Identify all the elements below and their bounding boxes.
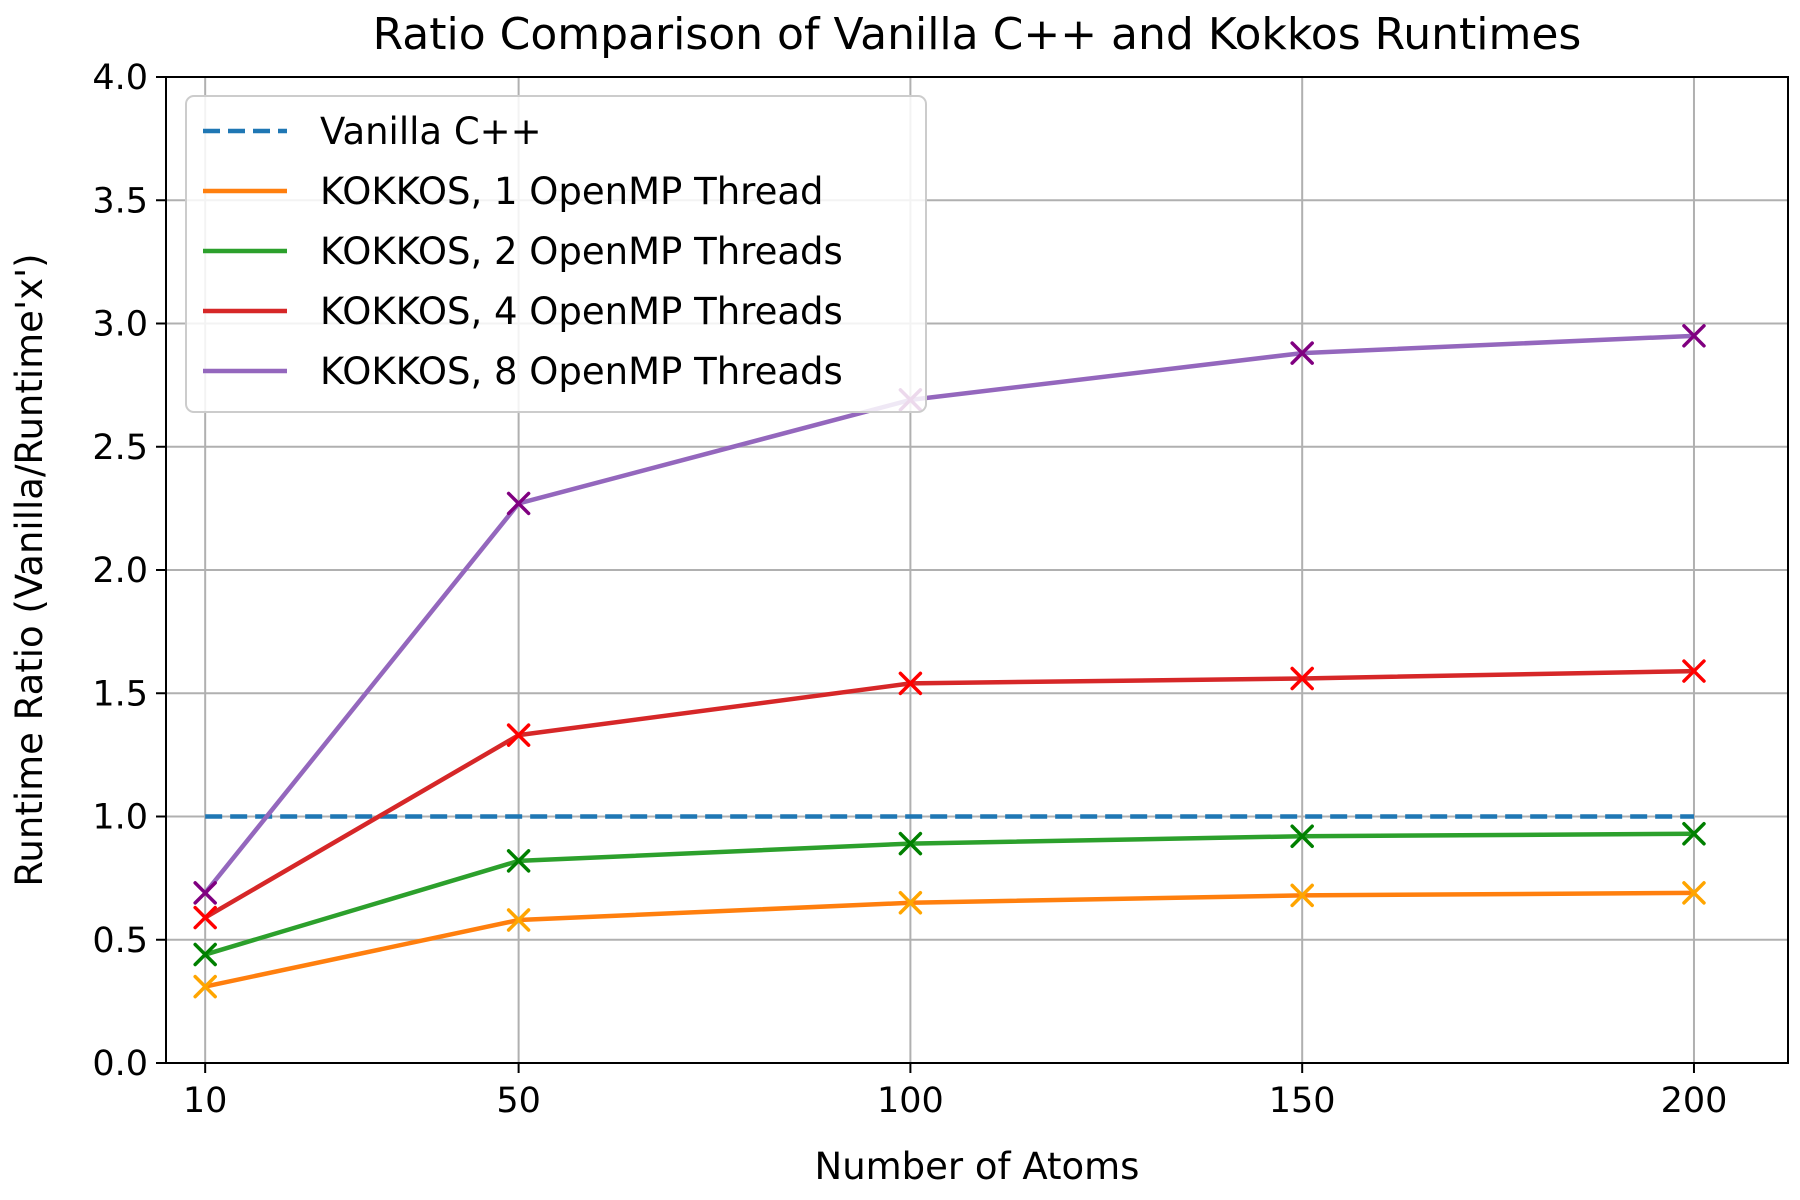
y-tick-label: 1.0	[92, 798, 148, 838]
x-tick-label: 150	[1269, 1081, 1336, 1121]
data-point	[1682, 881, 1706, 905]
legend-box	[185, 95, 927, 413]
y-tick-label: 0.0	[92, 1044, 148, 1084]
data-point	[898, 891, 923, 915]
data-point	[1290, 341, 1314, 365]
data-point	[506, 723, 531, 747]
y-tick-label: 3.5	[92, 181, 148, 221]
data-point	[1290, 666, 1314, 691]
ticks: 10 50 100 150 200 0.0 0.5 1.0 1.5 2.0 2.5 3.0 3.5 4.0	[92, 58, 1727, 1121]
data-point	[193, 942, 217, 967]
x-tick-label: 100	[877, 1081, 944, 1121]
data-point	[506, 849, 531, 873]
data-point	[1290, 824, 1314, 848]
x-axis-title: Number of Atoms	[815, 1145, 1140, 1188]
series-2	[193, 822, 1706, 967]
legend-entries: Vanilla C++ KOKKOS, 1 OpenMP Thread KOKKOS…	[203, 110, 843, 393]
data-point	[1290, 883, 1314, 908]
x-tick-label: 10	[183, 1081, 228, 1121]
y-tick-label: 3.0	[92, 305, 148, 345]
x-tick-label: 50	[496, 1081, 541, 1121]
legend-label: KOKKOS, 4 OpenMP Threads	[320, 290, 843, 333]
data-point	[193, 905, 217, 930]
y-tick-label: 4.0	[92, 58, 148, 98]
legend-label: KOKKOS, 2 OpenMP Threads	[320, 230, 843, 273]
series-1	[193, 881, 1706, 999]
data-point	[898, 831, 923, 856]
data-point	[193, 974, 217, 999]
data-point	[1682, 659, 1706, 683]
legend-label: Vanilla C++	[320, 110, 542, 153]
data-point	[506, 491, 531, 516]
x-tick-label: 200	[1661, 1081, 1728, 1121]
data-point	[1682, 822, 1706, 846]
y-tick-label: 0.5	[92, 921, 148, 961]
y-axis-title: Runtime Ratio (Vanilla/Runtime'x')	[8, 253, 51, 886]
y-tick-label: 2.0	[92, 551, 148, 591]
data-point	[193, 881, 217, 905]
legend-label: KOKKOS, 8 OpenMP Threads	[320, 350, 843, 393]
data-point	[506, 908, 531, 932]
y-tick-label: 2.5	[92, 428, 148, 468]
data-point	[898, 671, 923, 696]
series-3	[193, 659, 1706, 930]
chart-title: Ratio Comparison of Vanilla C++ and Kokk…	[373, 9, 1582, 60]
legend: Vanilla C++ KOKKOS, 1 OpenMP Thread KOKKOS…	[185, 95, 927, 413]
legend-label: KOKKOS, 1 OpenMP Thread	[320, 170, 824, 213]
y-tick-label: 1.5	[92, 674, 148, 714]
data-point	[1682, 324, 1706, 348]
